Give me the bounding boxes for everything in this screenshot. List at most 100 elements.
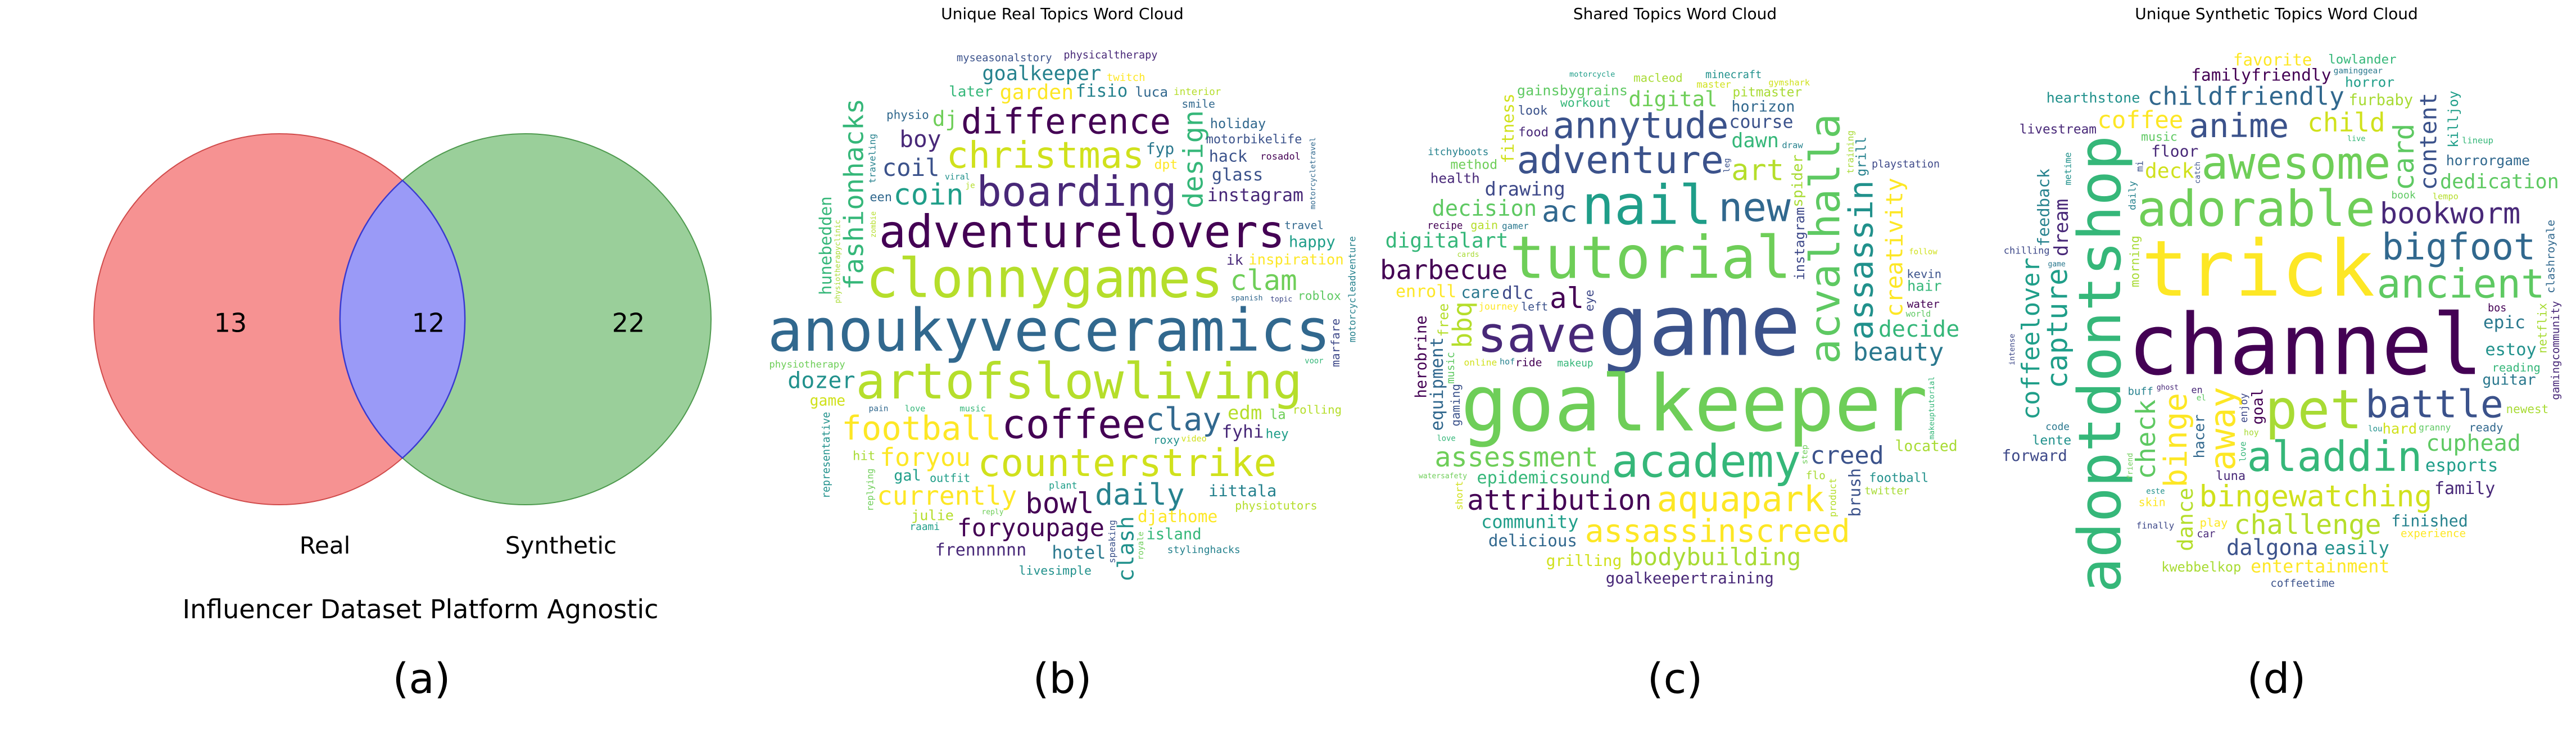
wordcloud-word: physio <box>886 108 929 122</box>
wordcloud-shared: game goalkeeper tutorial nail save academy acv… <box>1377 22 1973 618</box>
venn-panel: 13 12 22 Real Synthetic Influencer Datas… <box>0 0 742 743</box>
wordcloud-word: easily <box>2324 537 2389 559</box>
wordcloud-word: grill <box>1853 137 1869 176</box>
wordcloud-real: anoukyveceramics clonnygames artofslowlivi… <box>764 22 1360 618</box>
wordcloud-word: channel <box>2127 297 2483 395</box>
wordcloud-word: horizon <box>1731 98 1795 116</box>
wordcloud-word: game <box>810 392 846 409</box>
wordcloud-word: care <box>1461 283 1500 302</box>
wordcloud-word: hack <box>1209 147 1247 166</box>
wordcloud-word: bbq <box>1447 301 1478 348</box>
wordcloud-word: een <box>870 191 892 205</box>
wordcloud-word: minecraft <box>1705 69 1762 81</box>
wordcloud-word: pain <box>869 405 889 414</box>
wordcloud-word: familyfriendly <box>2191 66 2331 85</box>
wordcloud-word: love <box>905 404 926 414</box>
wordcloud-word: anoukyveceramics <box>768 296 1331 365</box>
wordcloud-word: twitch <box>1107 71 1146 84</box>
wordcloud-word: bowl <box>1025 487 1094 520</box>
wordcloud-word: al <box>1550 282 1584 315</box>
wordcloud-word: motorcycle <box>1569 70 1615 79</box>
wordcloud-word: happy <box>1289 233 1335 251</box>
wordcloud-word: short <box>1454 481 1465 510</box>
wordcloud-word: awesome <box>2201 137 2391 189</box>
wordcloud-word: course <box>1729 112 1793 133</box>
wordcloud-word: ghost <box>2157 383 2179 392</box>
wordcloud-word: friend <box>2126 453 2135 479</box>
wordcloud-word: marfare <box>1329 319 1342 367</box>
wordcloud-word: twitter <box>1864 485 1909 497</box>
wordcloud-word: buff <box>2128 386 2153 398</box>
wordcloud-word: food <box>1518 125 1549 139</box>
wordcloud-word: fashionhacks <box>839 98 870 290</box>
wordcloud-word: child <box>2307 107 2385 138</box>
wordcloud-word: binge <box>2158 393 2194 488</box>
wordcloud-word: je <box>965 181 975 190</box>
wordcloud-word: football <box>841 409 1001 447</box>
wordcloud-word: plant <box>1049 480 1078 491</box>
venn-count-intersection: 12 <box>412 308 445 338</box>
wordcloud-word: epidemicsound <box>1477 468 1610 488</box>
wordcloud-word: herobrine <box>1413 315 1430 398</box>
wordcloud-word: gamingcommunity <box>2549 301 2562 400</box>
wordcloud-word: bodybuilding <box>1629 543 1801 571</box>
wordcloud-word: daily <box>1095 478 1185 512</box>
wordcloud-word: gaming <box>1449 384 1463 427</box>
wordcloud-word: voor <box>1305 357 1323 366</box>
wordcloud-panel-real: Unique Real Topics Word Cloud anoukyvece… <box>764 0 1360 743</box>
wordcloud-word: foryou <box>880 442 971 472</box>
wordcloud-word: lineup <box>2462 135 2493 146</box>
wordcloud-word: decide <box>1878 316 1960 342</box>
wordcloud-word: workout <box>1560 96 1611 110</box>
venn-title: Influencer Dataset Platform Agnostic <box>183 594 659 624</box>
wordcloud-word: experience <box>2401 527 2466 540</box>
wordcloud-word: assassinscreed <box>1585 513 1850 550</box>
wordcloud-word: dlc <box>1502 283 1533 303</box>
wordcloud-word: method <box>1450 157 1497 173</box>
wordcloud-word: finished <box>2391 512 2468 531</box>
wordcloud-word: football <box>1869 472 1928 486</box>
wordcloud-word: away <box>2202 387 2243 470</box>
wordcloud-word: catch <box>2194 162 2202 184</box>
wordcloud-word: digitalart <box>1385 229 1508 253</box>
wordcloud-word: aladdin <box>2247 433 2423 481</box>
wordcloud-word: tutorial <box>1510 224 1791 292</box>
wordcloud-word: horror <box>2345 74 2394 90</box>
wordcloud-word: esports <box>2425 455 2498 475</box>
wordcloud-word: clash <box>1113 516 1139 582</box>
wordcloud-word: skin <box>2139 495 2166 509</box>
wordcloud-word: horrorgame <box>2446 152 2530 169</box>
wordcloud-word: world <box>1906 309 1931 319</box>
venn-intersection-outline <box>339 179 466 459</box>
wordcloud-word: boy <box>899 125 941 152</box>
wordcloud-word: hair <box>1907 278 1942 295</box>
wordcloud-word: card <box>2388 124 2420 191</box>
wordcloud-word: reading <box>2492 361 2540 374</box>
wordcloud-synthetic: channel trick adoptdontshop pet adorable awes… <box>1979 22 2574 618</box>
wordcloud-word: coffee <box>2097 106 2183 134</box>
wordcloud-word: music <box>959 404 986 414</box>
wordcloud-word: dance <box>2173 488 2198 551</box>
wordcloud-word: myseasonalstory <box>957 52 1052 64</box>
wordcloud-word: music <box>2141 130 2177 144</box>
wordcloud-word: motorcycleadventure <box>1347 236 1358 342</box>
wordcloud-word: coin <box>893 178 963 212</box>
wordcloud-word: favorite <box>2233 50 2312 69</box>
wordcloud-word: hoy <box>2244 428 2259 438</box>
wordcloud-word: daily <box>2127 181 2139 210</box>
wordcloud-word: art <box>1731 154 1784 188</box>
wordcloud-word: deck <box>2145 159 2194 183</box>
wordcloud-word: goalkeepertraining <box>1606 569 1774 587</box>
wordcloud-word: leg <box>1723 158 1732 173</box>
wordcloud-word: representative <box>821 412 832 499</box>
wordcloud-word: academy <box>1611 436 1801 488</box>
wordcloud-word: left <box>1521 300 1548 313</box>
wordcloud-word: killjoy <box>2446 90 2461 147</box>
wordcloud-word: later <box>949 83 993 100</box>
wordcloud-word: finally <box>2136 520 2175 531</box>
wordcloud-word: feedback <box>2034 169 2053 247</box>
wordcloud-word: trick <box>2142 224 2375 314</box>
wordcloud-word: music <box>1445 352 1457 384</box>
wordcloud-word: interior <box>1174 87 1221 98</box>
wordcloud-word: water <box>1907 298 1940 311</box>
